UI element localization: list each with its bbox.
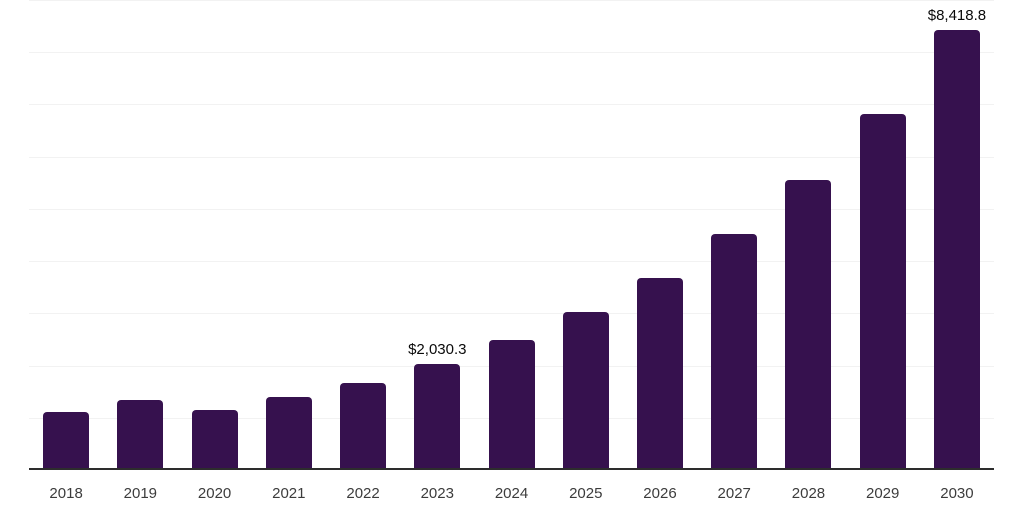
bar-slot-2018 — [29, 0, 103, 470]
bar-slot-2025 — [549, 0, 623, 470]
x-tick-label-2020: 2020 — [197, 485, 232, 502]
x-tick-label-2022: 2022 — [346, 485, 380, 502]
bar-2018 — [43, 412, 90, 470]
x-tick-label-2021: 2021 — [272, 485, 306, 502]
gridline — [29, 156, 994, 158]
gridline — [29, 104, 994, 106]
x-axis-tick-labels: 2018 2019 2020 2021 2022 2023 2024 2025 2026 2027… — [29, 470, 994, 512]
x-tick-label-2029: 2029 — [866, 485, 900, 502]
x-tick-label-2028: 2028 — [791, 485, 826, 502]
x-tick-label-2027: 2027 — [717, 485, 751, 502]
plot-area: $2,030.3 $8,418.8 — [29, 0, 994, 470]
bar-2019 — [117, 400, 164, 470]
bar-2022 — [340, 382, 387, 470]
gridline — [29, 313, 994, 315]
x-tick-label-2024: 2024 — [494, 485, 529, 502]
bar-2026 — [636, 277, 683, 470]
bar-slot-2022 — [326, 0, 400, 470]
bar-2024 — [488, 340, 535, 470]
gridline — [29, 261, 994, 263]
x-tick-label-2018: 2018 — [49, 485, 83, 502]
bar-slot-2019 — [103, 0, 177, 470]
bar-slot-2026 — [623, 0, 697, 470]
bar-slot-2021 — [252, 0, 326, 470]
bar-slot-2024 — [474, 0, 548, 470]
bar-2020 — [191, 409, 238, 470]
x-tick-label-2019: 2019 — [123, 485, 158, 502]
gridline — [29, 0, 994, 1]
x-tick-label-2023: 2023 — [420, 485, 454, 502]
bar-slot-2030: $8,418.8 — [920, 0, 994, 470]
bar-slot-2020 — [177, 0, 251, 470]
bar-2028 — [785, 179, 832, 470]
bar-slot-2027 — [697, 0, 771, 470]
data-label-2023: $2,030.3 — [408, 340, 467, 358]
bar-slot-2029 — [846, 0, 920, 470]
gridline — [29, 52, 994, 54]
bar-2029 — [859, 113, 906, 470]
data-label-2030: $8,418.8 — [927, 7, 987, 25]
x-tick-label-2025: 2025 — [569, 485, 603, 502]
x-axis-line — [29, 468, 994, 470]
gridline — [29, 208, 994, 210]
bar-2027 — [711, 233, 758, 470]
bar-slot-2028 — [771, 0, 845, 470]
x-tick-label-2026: 2026 — [643, 485, 677, 502]
bar-2023 — [414, 363, 461, 470]
bars-row: $2,030.3 $8,418.8 — [29, 0, 994, 470]
bar-2030 — [933, 30, 980, 470]
bar-2025 — [562, 312, 609, 470]
bar-2021 — [265, 397, 312, 470]
bar-slot-2023: $2,030.3 — [400, 0, 474, 470]
x-tick-label-2030: 2030 — [940, 485, 974, 502]
